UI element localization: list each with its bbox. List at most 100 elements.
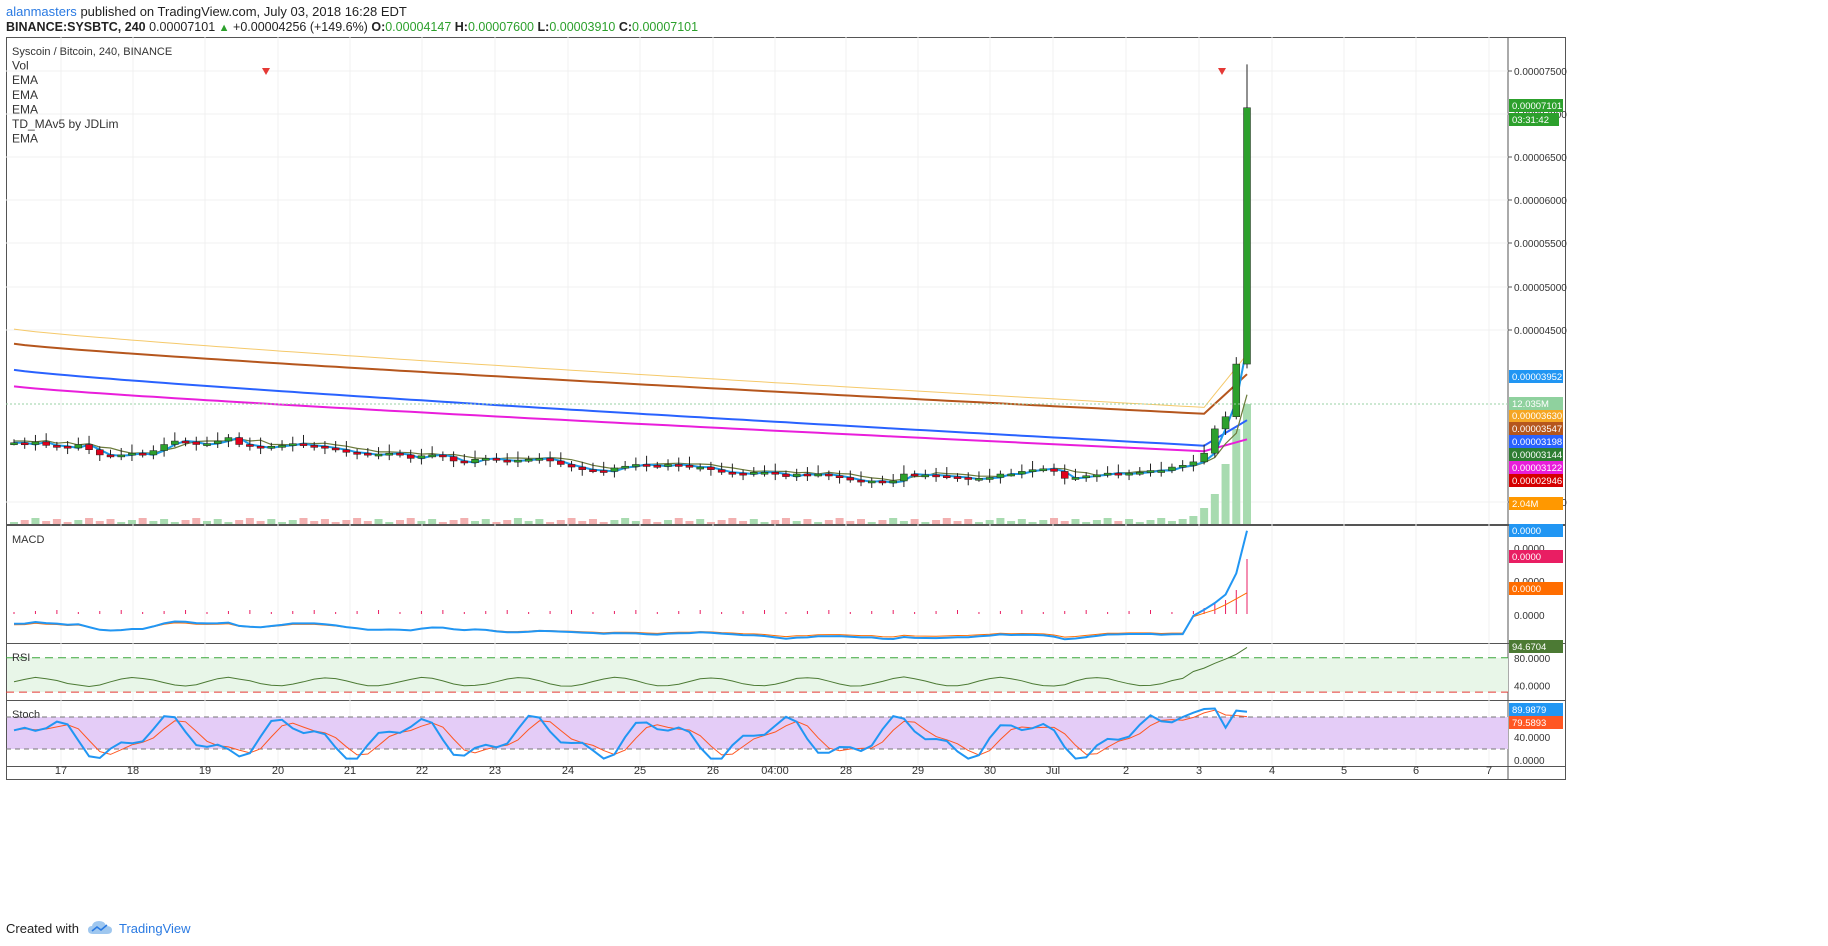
price-label-box xyxy=(1509,370,1563,383)
volume-bar xyxy=(728,518,737,524)
volume-bars xyxy=(10,404,1251,524)
macd-value-label: 0.0000 xyxy=(1512,526,1541,537)
chart-frame xyxy=(6,37,1566,780)
publish-info: alanmasters published on TradingView.com… xyxy=(6,4,407,19)
volume-bar xyxy=(1060,521,1069,524)
price-change: +0.00004256 (+149.6%) xyxy=(233,20,368,34)
candle-body xyxy=(685,465,694,468)
candle-body xyxy=(1093,474,1101,478)
volume-bar xyxy=(696,519,705,524)
candle-body xyxy=(1232,363,1241,417)
candle-body xyxy=(471,459,479,463)
ohlc-line: BINANCE:SYSBTC, 240 0.00007101 ▲ +0.0000… xyxy=(6,20,699,34)
legend-item: EMA xyxy=(12,102,38,116)
stoch-d-box xyxy=(1509,716,1563,729)
x-tick-label: 30 xyxy=(984,765,996,777)
volume-bar xyxy=(1221,464,1230,524)
candle-body xyxy=(717,469,726,473)
volume-bar xyxy=(953,521,962,524)
volume-bar xyxy=(878,520,887,524)
volume-bar xyxy=(792,521,801,524)
candle-body xyxy=(1136,472,1144,475)
x-tick-label: Jul xyxy=(1046,765,1060,777)
low-value: 0.00003910 xyxy=(549,20,616,34)
volume-bar xyxy=(1146,520,1155,524)
x-tick-label: 18 xyxy=(127,765,139,777)
candle-body xyxy=(299,443,308,446)
volume-bar xyxy=(192,518,201,524)
candle-body xyxy=(20,442,29,446)
stoch-k-box xyxy=(1509,703,1563,716)
price-label: 0.00007101 xyxy=(1512,101,1562,112)
candle-body xyxy=(278,445,286,448)
stoch-d-label: 79.5893 xyxy=(1512,718,1546,729)
volume-bar xyxy=(202,521,211,524)
macd-line xyxy=(13,530,1248,641)
legend-item: EMA xyxy=(12,132,38,146)
volume-bar xyxy=(921,522,930,524)
x-tick-label: 25 xyxy=(634,765,646,777)
candle-body xyxy=(985,477,994,480)
candle-body xyxy=(246,444,254,447)
rsi-value-box xyxy=(1509,640,1563,653)
candle-body xyxy=(760,472,769,475)
stoch-tick-label: 0.0000 xyxy=(1514,756,1545,767)
volume-bar xyxy=(288,520,297,524)
volume-bar xyxy=(213,519,222,524)
macd-label-box xyxy=(1509,550,1563,563)
author-link[interactable]: alanmasters xyxy=(6,4,77,19)
volume-bar xyxy=(267,519,276,524)
candle-body xyxy=(331,447,340,451)
candle-body xyxy=(814,473,822,477)
candle-body xyxy=(1200,452,1208,463)
candle-body xyxy=(782,473,790,477)
price-label: 0.00003547 xyxy=(1512,424,1562,435)
tradingview-link[interactable]: TradingView xyxy=(118,920,191,936)
volume-bar xyxy=(932,520,941,524)
created-with-text: Created with xyxy=(6,920,79,936)
volume-bar xyxy=(256,521,265,524)
stoch-k-label: 89.9879 xyxy=(1512,705,1546,716)
volume-bar xyxy=(985,520,994,524)
volume-bar xyxy=(546,522,555,524)
volume-bar xyxy=(578,521,587,524)
candle-body xyxy=(857,479,865,483)
candle-body xyxy=(599,470,608,473)
ema-line xyxy=(13,385,1248,453)
volume-bar xyxy=(428,519,437,524)
volume-bar xyxy=(1125,519,1134,524)
price-label: 0.00003952 xyxy=(1512,372,1562,383)
legend-item: EMA xyxy=(12,88,38,102)
candle-body xyxy=(1243,107,1251,365)
candle-body xyxy=(63,445,72,449)
candle-body xyxy=(878,480,887,484)
candle-body xyxy=(149,450,158,456)
candle-body xyxy=(42,441,50,446)
volume-bar xyxy=(556,520,565,524)
volume-bar xyxy=(363,521,372,524)
volume-bar xyxy=(63,522,72,524)
volume-bar xyxy=(95,521,104,524)
chart-canvas[interactable]: 17 18 19 20 21 22 23 24 25 26 04:00 28 29 30 Jul 2 3 4 5 6 7… xyxy=(0,0,1828,920)
volume-bar xyxy=(513,518,522,524)
candle-body xyxy=(171,440,179,445)
volume-bar xyxy=(803,519,812,524)
candle-body xyxy=(417,455,426,459)
candle-body xyxy=(610,467,619,472)
y-tick-label: 0.00006500 xyxy=(1514,153,1567,164)
candle-body xyxy=(771,472,779,475)
volume-bar xyxy=(74,520,83,524)
volume-bar xyxy=(385,522,394,524)
volume-bar xyxy=(245,518,254,524)
volume-bar xyxy=(310,521,319,524)
ema-line xyxy=(13,328,1248,408)
volume-bar xyxy=(899,521,908,524)
x-tick-label: 19 xyxy=(199,765,211,777)
volume-bar xyxy=(460,518,469,524)
volume-bar xyxy=(31,518,40,524)
volume-bar xyxy=(503,520,512,524)
volume-bar xyxy=(224,522,233,524)
volume-bar xyxy=(1157,518,1166,524)
candle-body xyxy=(1178,465,1187,468)
volume-bar xyxy=(1200,508,1209,524)
